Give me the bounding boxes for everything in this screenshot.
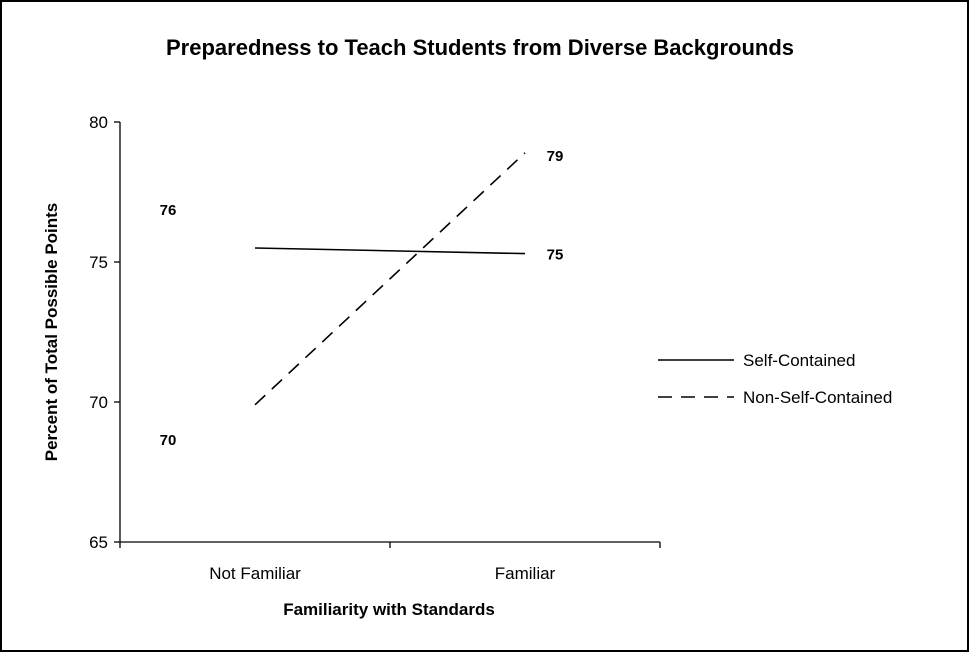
data-label: 75	[547, 247, 564, 264]
data-label: 76	[160, 202, 177, 219]
series-line-non-self-contained	[254, 152, 526, 406]
axes: 65 70 75 80 Not Familiar Familiar	[89, 113, 661, 583]
y-tick-label: 80	[89, 113, 108, 132]
data-label: 79	[547, 148, 564, 165]
x-axis-title: Familiarity with Standards	[283, 600, 495, 619]
data-labels: 76 75 70 79	[160, 148, 564, 449]
chart-title: Preparedness to Teach Students from Dive…	[166, 35, 794, 60]
y-tick-label: 70	[89, 393, 108, 412]
legend: Self-Contained Non-Self-Contained	[658, 351, 892, 407]
legend-label: Self-Contained	[743, 351, 855, 370]
y-tick-label: 75	[89, 253, 108, 272]
series-line-self-contained	[254, 247, 526, 255]
y-axis-title: Percent of Total Possible Points	[42, 203, 61, 462]
x-tick-label: Not Familiar	[209, 564, 301, 583]
legend-label: Non-Self-Contained	[743, 388, 892, 407]
y-tick-label: 65	[89, 533, 108, 552]
data-label: 70	[160, 432, 177, 449]
series-layer	[254, 152, 526, 406]
x-tick-label: Familiar	[495, 564, 556, 583]
